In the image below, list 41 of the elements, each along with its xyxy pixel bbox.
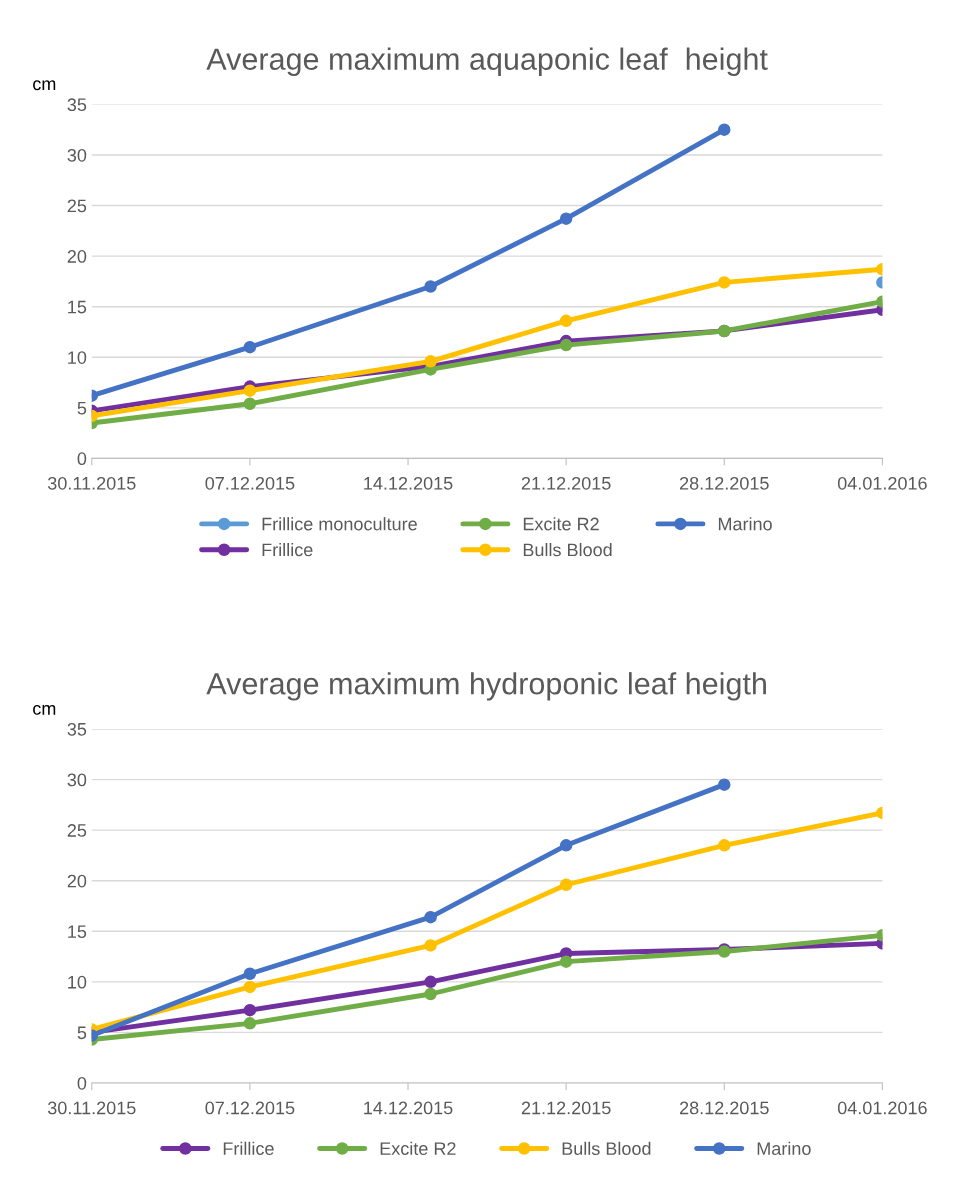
y-tick-label: 35 [67,722,87,736]
y-tick-label: 10 [68,975,87,989]
y-tick-label: 30 [67,148,87,162]
y-tick-label: 5 [77,401,87,415]
x-tick-label: 14.12.2015 [364,476,453,490]
x-tick-label: 28.12.2015 [680,1101,769,1115]
legend-label: Frillice [262,542,313,557]
y-tick-label: 25 [67,199,87,213]
x-tick-label: 30.11.2015 [47,1101,136,1115]
legend-label: Bulls Blood [523,542,612,557]
y-tick-label: 5 [77,1026,87,1040]
x-tick-label: 14.12.2015 [364,1101,453,1115]
x-tick-label: 21.12.2015 [521,476,611,490]
x-tick-label: 04.01.2016 [837,476,927,490]
y-tick-label: 0 [77,452,87,466]
y-tick-label: 15 [68,925,87,939]
legend-label: Frillice [223,1141,274,1155]
y-tick-label: 20 [67,250,87,263]
legend-label: Marino [718,517,772,531]
x-tick-label: 21.12.2015 [521,1101,611,1115]
chart-title: Average maximum aquaponic leaf height [206,47,768,77]
x-tick-label: 28.12.2015 [680,476,769,490]
y-tick-label: 15 [68,300,87,314]
legend-label: Excite R2 [380,1141,456,1155]
x-tick-label: 04.01.2016 [837,1101,927,1115]
x-tick-label: 30.11.2015 [47,476,136,490]
x-tick-label: 07.12.2015 [205,1101,295,1115]
x-tick-label: 07.12.2015 [205,476,295,490]
y-axis-title: cm [33,80,56,91]
chart-title: Average maximum hydroponic leaf heigth [206,672,766,701]
legend-label: Frillice monoculture [262,517,417,531]
legend-label: Excite R2 [523,517,599,531]
y-tick-label: 30 [67,773,87,787]
y-tick-label: 20 [67,874,87,888]
legend-label: Bulls Blood [562,1141,651,1155]
y-tick-label: 10 [68,351,87,364]
legend-label: Marino [757,1141,811,1155]
y-tick-label: 0 [77,1076,87,1090]
y-tick-label: 25 [67,824,87,837]
y-axis-title: cm [33,704,56,715]
y-tick-label: 35 [67,98,87,112]
